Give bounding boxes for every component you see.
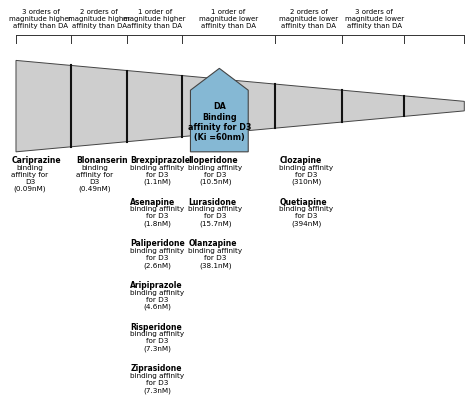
Text: 3 orders of
magnitude lower
affinity than DA: 3 orders of magnitude lower affinity tha… <box>345 8 404 29</box>
Text: Risperidone: Risperidone <box>130 323 182 332</box>
Text: binding affinity
for D3
(310nM): binding affinity for D3 (310nM) <box>279 164 334 185</box>
Text: Lurasidone: Lurasidone <box>188 197 237 206</box>
Text: binding affinity
for D3
(1.1nM): binding affinity for D3 (1.1nM) <box>130 164 184 185</box>
Text: Ziprasidone: Ziprasidone <box>130 364 182 374</box>
Text: Paliperidone: Paliperidone <box>130 239 185 248</box>
Text: Asenapine: Asenapine <box>130 197 175 206</box>
Text: Brexpiprazole: Brexpiprazole <box>130 156 190 165</box>
Text: DA
Binding
affinity for D3
(Ki =60nm): DA Binding affinity for D3 (Ki =60nm) <box>188 102 251 142</box>
Text: binding affinity
for D3
(2.6nM): binding affinity for D3 (2.6nM) <box>130 248 184 268</box>
Text: binding affinity
for D3
(10.5nM): binding affinity for D3 (10.5nM) <box>188 164 243 185</box>
Text: binding affinity
for D3
(15.7nM): binding affinity for D3 (15.7nM) <box>188 206 243 227</box>
Text: 1 order of
magnitude higher
affinity than DA: 1 order of magnitude higher affinity tha… <box>123 8 186 29</box>
Text: Aripiprazole: Aripiprazole <box>130 281 183 290</box>
Text: binding affinity
for D3
(7.3nM): binding affinity for D3 (7.3nM) <box>130 331 184 352</box>
Polygon shape <box>191 69 248 152</box>
Text: binding affinity
for D3
(7.3nM): binding affinity for D3 (7.3nM) <box>130 373 184 394</box>
Text: Quetiapine: Quetiapine <box>279 197 327 206</box>
Text: Olanzapine: Olanzapine <box>188 239 237 248</box>
Text: binding
affinity for
D3
(0.49nM): binding affinity for D3 (0.49nM) <box>76 164 113 192</box>
Text: binding
affinity for
D3
(0.09nM): binding affinity for D3 (0.09nM) <box>11 164 48 192</box>
Text: binding affinity
for D3
(394nM): binding affinity for D3 (394nM) <box>279 206 334 227</box>
Text: Iloperidone: Iloperidone <box>188 156 238 165</box>
Text: 1 order of
magnitude lower
affinity than DA: 1 order of magnitude lower affinity than… <box>199 8 258 29</box>
Text: binding affinity
for D3
(4.6nM): binding affinity for D3 (4.6nM) <box>130 290 184 310</box>
Text: Blonanserin: Blonanserin <box>76 156 128 165</box>
Text: Clozapine: Clozapine <box>279 156 322 165</box>
Text: 3 orders of
magnitude higher
affinity than DA: 3 orders of magnitude higher affinity th… <box>9 8 72 29</box>
Text: Cariprazine: Cariprazine <box>11 156 61 165</box>
Text: 2 orders of
magnitude higher
affinity than DA: 2 orders of magnitude higher affinity th… <box>68 8 130 29</box>
Text: 2 orders of
magnitude lower
affinity than DA: 2 orders of magnitude lower affinity tha… <box>279 8 338 29</box>
Polygon shape <box>16 60 465 152</box>
Text: binding affinity
for D3
(38.1nM): binding affinity for D3 (38.1nM) <box>188 248 243 268</box>
Text: binding affinity
for D3
(1.8nM): binding affinity for D3 (1.8nM) <box>130 206 184 227</box>
